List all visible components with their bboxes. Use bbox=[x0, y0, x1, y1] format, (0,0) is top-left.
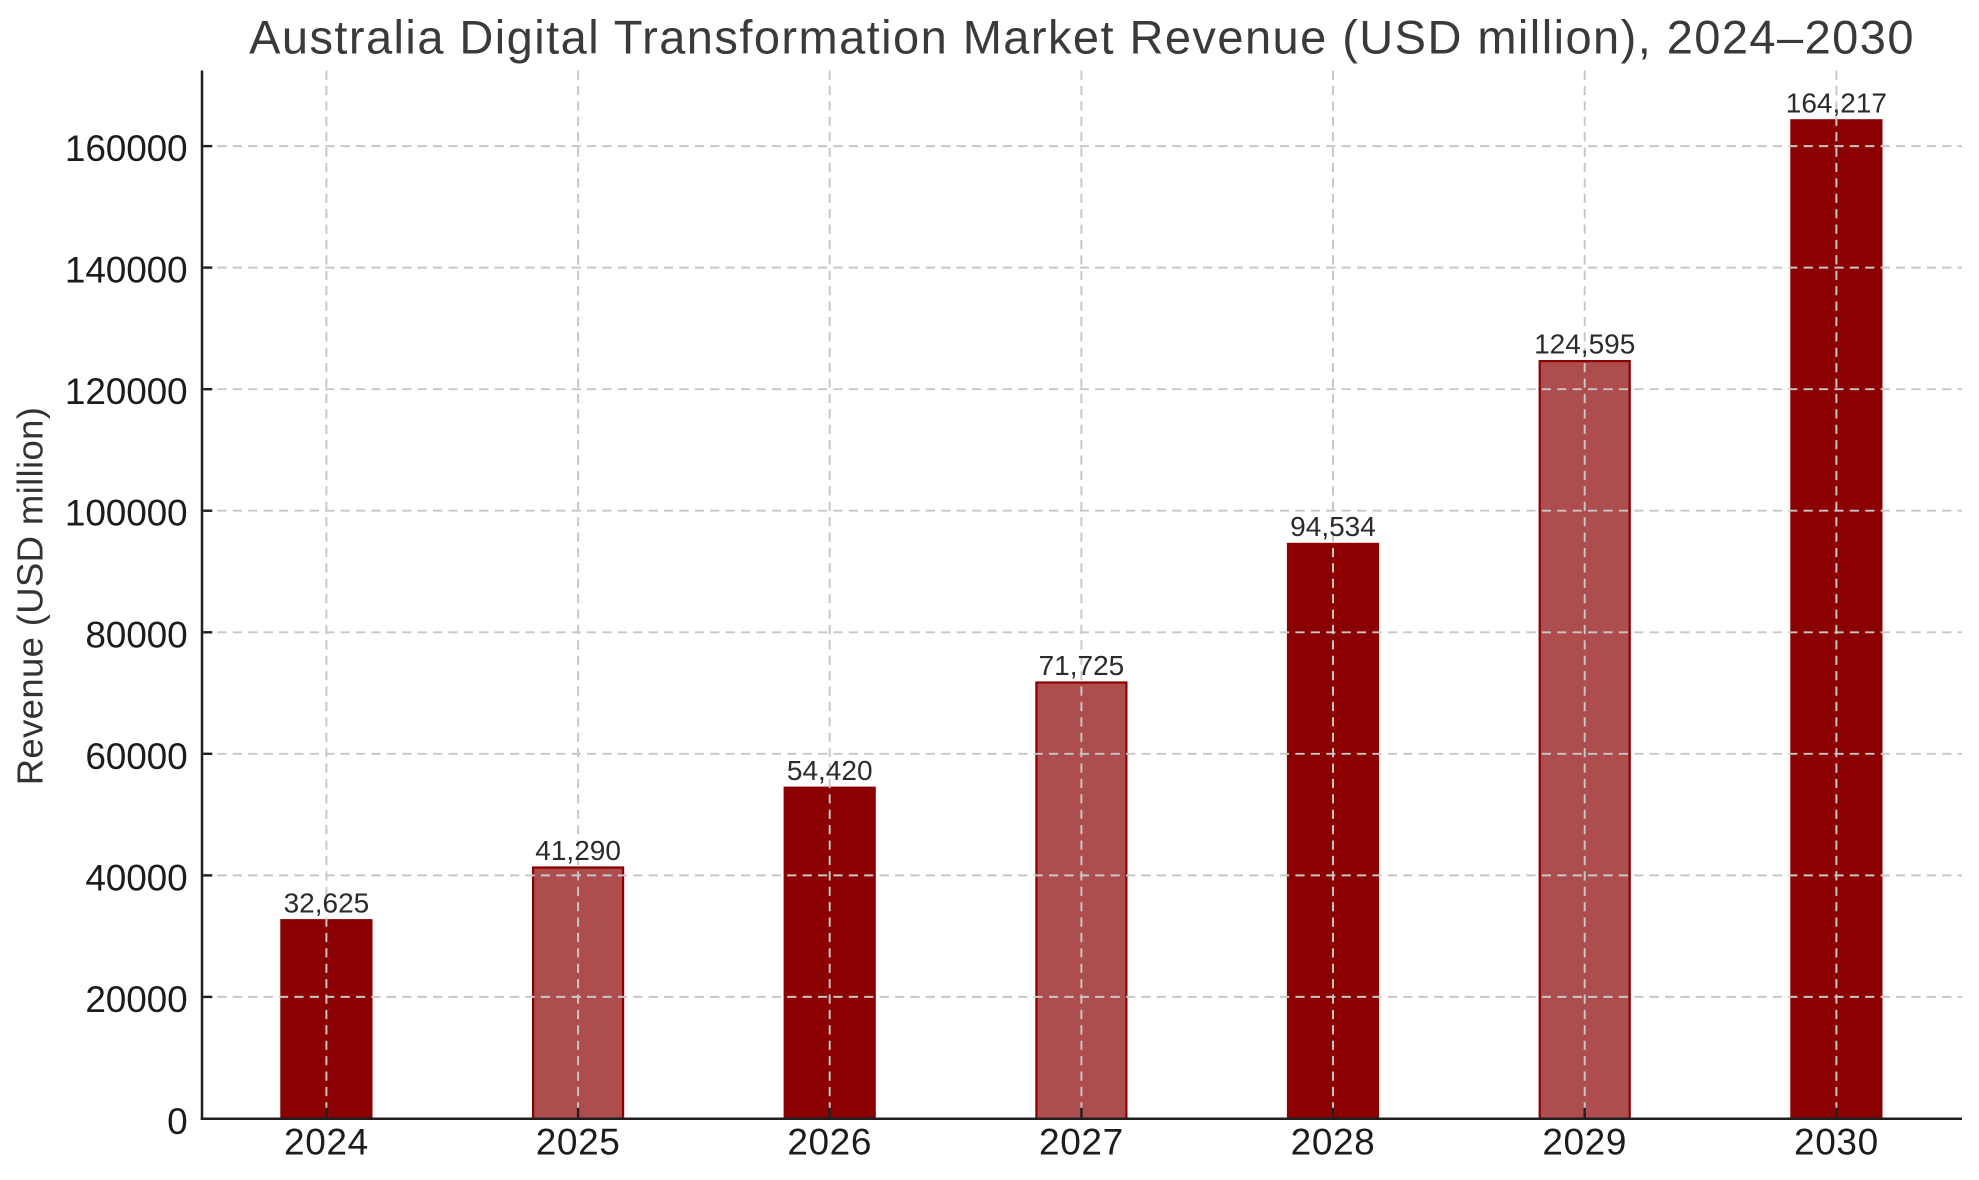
svg-text:140000: 140000 bbox=[65, 250, 188, 291]
svg-text:80000: 80000 bbox=[85, 614, 187, 655]
svg-text:32,625: 32,625 bbox=[284, 888, 370, 919]
svg-text:2027: 2027 bbox=[1039, 1122, 1124, 1163]
svg-text:40000: 40000 bbox=[85, 857, 187, 898]
svg-text:2029: 2029 bbox=[1542, 1122, 1627, 1163]
svg-text:20000: 20000 bbox=[85, 979, 187, 1020]
svg-text:71,725: 71,725 bbox=[1039, 650, 1125, 681]
svg-text:41,290: 41,290 bbox=[535, 835, 621, 866]
svg-text:160000: 160000 bbox=[65, 128, 188, 169]
svg-text:2028: 2028 bbox=[1291, 1122, 1376, 1163]
svg-text:2024: 2024 bbox=[284, 1122, 369, 1163]
svg-text:2025: 2025 bbox=[536, 1122, 621, 1163]
svg-text:Australia Digital Transformati: Australia Digital Transformation Market … bbox=[249, 11, 1915, 64]
svg-text:2030: 2030 bbox=[1794, 1122, 1879, 1163]
svg-text:124,595: 124,595 bbox=[1534, 328, 1635, 359]
svg-text:2026: 2026 bbox=[787, 1122, 872, 1163]
svg-text:164,217: 164,217 bbox=[1786, 88, 1887, 119]
svg-text:100000: 100000 bbox=[65, 493, 188, 534]
svg-text:54,420: 54,420 bbox=[787, 755, 873, 786]
svg-text:Revenue (USD million): Revenue (USD million) bbox=[10, 407, 51, 786]
svg-text:120000: 120000 bbox=[65, 371, 188, 412]
svg-text:94,534: 94,534 bbox=[1290, 511, 1376, 542]
svg-text:0: 0 bbox=[167, 1101, 187, 1142]
svg-text:60000: 60000 bbox=[85, 736, 187, 777]
